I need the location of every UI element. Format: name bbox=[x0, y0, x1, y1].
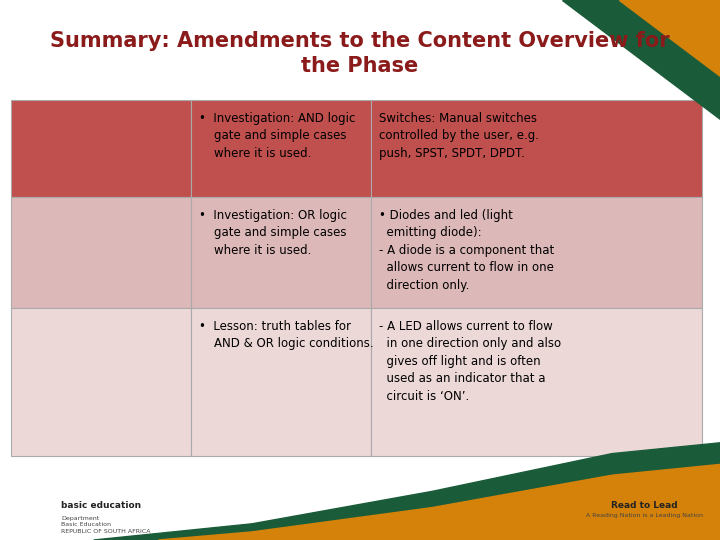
Text: Read to Lead: Read to Lead bbox=[611, 501, 678, 510]
Text: •  Investigation: OR logic
    gate and simple cases
    where it is used.: • Investigation: OR logic gate and simpl… bbox=[199, 209, 347, 257]
Text: - A LED allows current to flow
  in one direction only and also
  gives off ligh: - A LED allows current to flow in one di… bbox=[379, 320, 562, 403]
Text: basic education: basic education bbox=[61, 501, 141, 510]
Text: •  Investigation: AND logic
    gate and simple cases
    where it is used.: • Investigation: AND logic gate and simp… bbox=[199, 112, 356, 160]
Bar bbox=[191, 308, 371, 456]
Bar bbox=[11, 197, 191, 308]
Text: the Phase: the Phase bbox=[302, 56, 418, 76]
Polygon shape bbox=[94, 443, 720, 540]
Text: Switches: Manual switches
controlled by the user, e.g.
push, SPST, SPDT, DPDT.: Switches: Manual switches controlled by … bbox=[379, 112, 539, 160]
Text: •  Lesson: truth tables for
    AND & OR logic conditions.: • Lesson: truth tables for AND & OR logi… bbox=[199, 320, 374, 350]
Text: • Diodes and led (light
  emitting diode):
- A diode is a component that
  allow: • Diodes and led (light emitting diode):… bbox=[379, 209, 554, 292]
Polygon shape bbox=[158, 464, 720, 540]
Text: Summary: Amendments to the Content Overview for: Summary: Amendments to the Content Overv… bbox=[50, 31, 670, 51]
Polygon shape bbox=[562, 0, 720, 119]
Bar bbox=[191, 197, 371, 308]
Bar bbox=[191, 100, 371, 197]
Bar bbox=[11, 100, 191, 197]
Bar bbox=[371, 308, 702, 456]
Polygon shape bbox=[619, 0, 720, 76]
Bar bbox=[11, 308, 191, 456]
Text: A Reading Nation is a Leading Nation: A Reading Nation is a Leading Nation bbox=[586, 512, 703, 518]
Text: Department
Basic Education
REPUBLIC OF SOUTH AFRICA: Department Basic Education REPUBLIC OF S… bbox=[61, 516, 150, 534]
Bar bbox=[371, 197, 702, 308]
Bar bbox=[371, 100, 702, 197]
